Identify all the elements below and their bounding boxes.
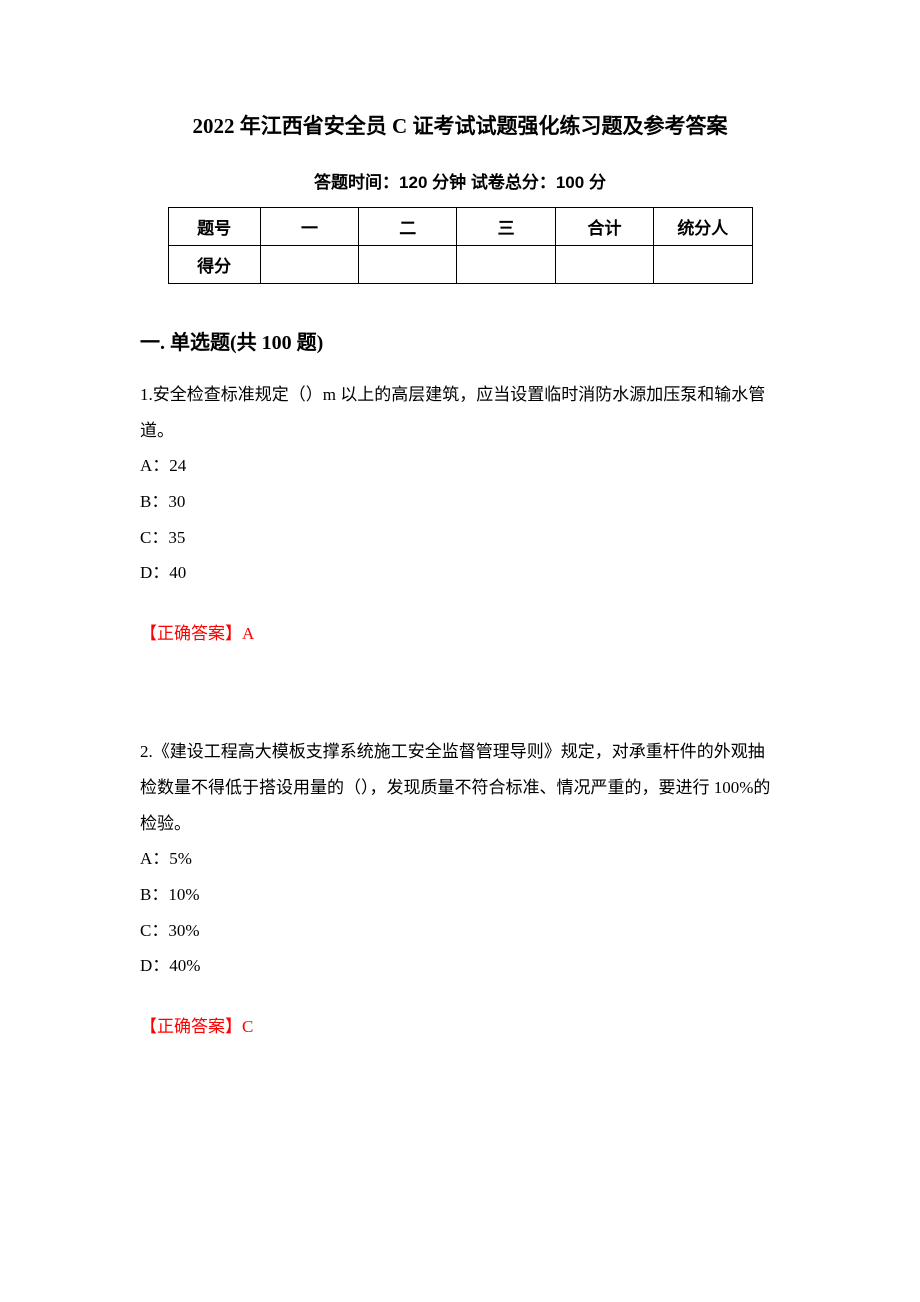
table-cell	[654, 246, 752, 284]
question-text: 2.《建设工程高大模板支撑系统施工安全监督管理导则》规定，对承重杆件的外观抽检数…	[140, 734, 780, 841]
table-cell	[457, 246, 555, 284]
correct-answer: 【正确答案】A	[140, 619, 780, 644]
table-cell	[260, 246, 358, 284]
question-options: A：5% B：10% C：30% D：40%	[140, 841, 780, 984]
question-2: 2.《建设工程高大模板支撑系统施工安全监督管理导则》规定，对承重杆件的外观抽检数…	[140, 734, 780, 1037]
page-subtitle: 答题时间：120 分钟 试卷总分：100 分	[140, 168, 780, 193]
option-d: D：40	[140, 555, 780, 591]
table-score-label: 得分	[168, 246, 260, 284]
option-b: B：10%	[140, 877, 780, 913]
question-options: A：24 B：30 C：35 D：40	[140, 448, 780, 591]
table-cell	[555, 246, 653, 284]
question-number: 2.	[140, 742, 153, 761]
option-a: A：24	[140, 448, 780, 484]
table-row: 题号 一 二 三 合计 统分人	[168, 208, 752, 246]
table-header-total: 合计	[555, 208, 653, 246]
table-header-col2: 二	[359, 208, 457, 246]
table-header-col3: 三	[457, 208, 555, 246]
table-header-col1: 一	[260, 208, 358, 246]
question-number: 1.	[140, 385, 153, 404]
option-d: D：40%	[140, 948, 780, 984]
score-table: 题号 一 二 三 合计 统分人 得分	[168, 207, 753, 284]
section-heading: 一. 单选题(共 100 题)	[140, 326, 780, 355]
correct-answer: 【正确答案】C	[140, 1012, 780, 1037]
option-c: C：35	[140, 520, 780, 556]
table-header-label: 题号	[168, 208, 260, 246]
question-body: 安全检查标准规定（）m 以上的高层建筑，应当设置临时消防水源加压泵和输水管道。	[140, 385, 765, 440]
question-text: 1.安全检查标准规定（）m 以上的高层建筑，应当设置临时消防水源加压泵和输水管道…	[140, 377, 780, 448]
page-title: 2022 年江西省安全员 C 证考试试题强化练习题及参考答案	[140, 110, 780, 140]
table-row: 得分	[168, 246, 752, 284]
question-body: 《建设工程高大模板支撑系统施工安全监督管理导则》规定，对承重杆件的外观抽检数量不…	[140, 742, 770, 832]
option-c: C：30%	[140, 913, 780, 949]
option-a: A：5%	[140, 841, 780, 877]
option-b: B：30	[140, 484, 780, 520]
table-cell	[359, 246, 457, 284]
question-1: 1.安全检查标准规定（）m 以上的高层建筑，应当设置临时消防水源加压泵和输水管道…	[140, 377, 780, 644]
table-header-grader: 统分人	[654, 208, 752, 246]
